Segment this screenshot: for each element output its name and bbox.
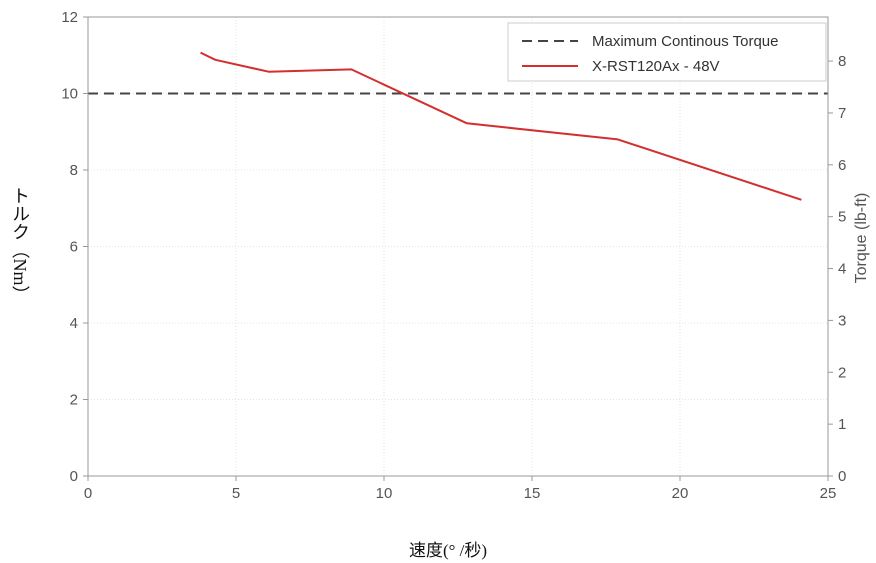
y-tick-label-left: 6 — [70, 239, 78, 256]
y-tick-label-right: 1 — [838, 416, 846, 433]
y-tick-label-right: 8 — [838, 53, 846, 70]
y-tick-label-left: 10 — [61, 86, 78, 103]
legend: Maximum Continous Torque X-RST120Ax - 48… — [507, 22, 827, 82]
y-tick-label-right: 2 — [838, 364, 846, 381]
x-tick-label: 20 — [672, 485, 689, 502]
y-axis-title-left: トルク（Nm） — [10, 187, 30, 304]
y-tick-label-right: 0 — [838, 468, 846, 485]
y-tick-label-right: 6 — [838, 157, 846, 174]
series-line-x-rst120ax — [200, 51, 802, 201]
legend-box — [507, 22, 827, 82]
legend-label-x-rst120ax: X-RST120Ax - 48V — [592, 58, 720, 75]
x-tick-label: 15 — [524, 485, 541, 502]
y-tick-label-left: 2 — [70, 392, 78, 409]
x-axis-title: 速度(° /秒) — [409, 541, 487, 560]
y-axis-title-right: Torque (lb-ft) — [853, 193, 870, 284]
y-tick-label-left: 4 — [70, 315, 78, 332]
x-tick-label: 5 — [232, 485, 240, 502]
x-tick-label: 10 — [376, 485, 393, 502]
y-tick-label-left: 12 — [61, 9, 78, 26]
y-tick-label-left: 8 — [70, 162, 78, 179]
grid-lines — [87, 16, 829, 477]
y-tick-label-left: 0 — [70, 468, 78, 485]
x-tick-label: 25 — [820, 485, 837, 502]
x-tick-label: 0 — [84, 485, 92, 502]
y-tick-label-right: 5 — [838, 209, 846, 226]
series-layer — [88, 51, 828, 201]
y-tick-label-right: 3 — [838, 312, 846, 329]
y-tick-label-right: 7 — [838, 105, 846, 122]
y-tick-label-right: 4 — [838, 261, 846, 278]
legend-label-max-continuous-torque: Maximum Continous Torque — [592, 33, 778, 50]
